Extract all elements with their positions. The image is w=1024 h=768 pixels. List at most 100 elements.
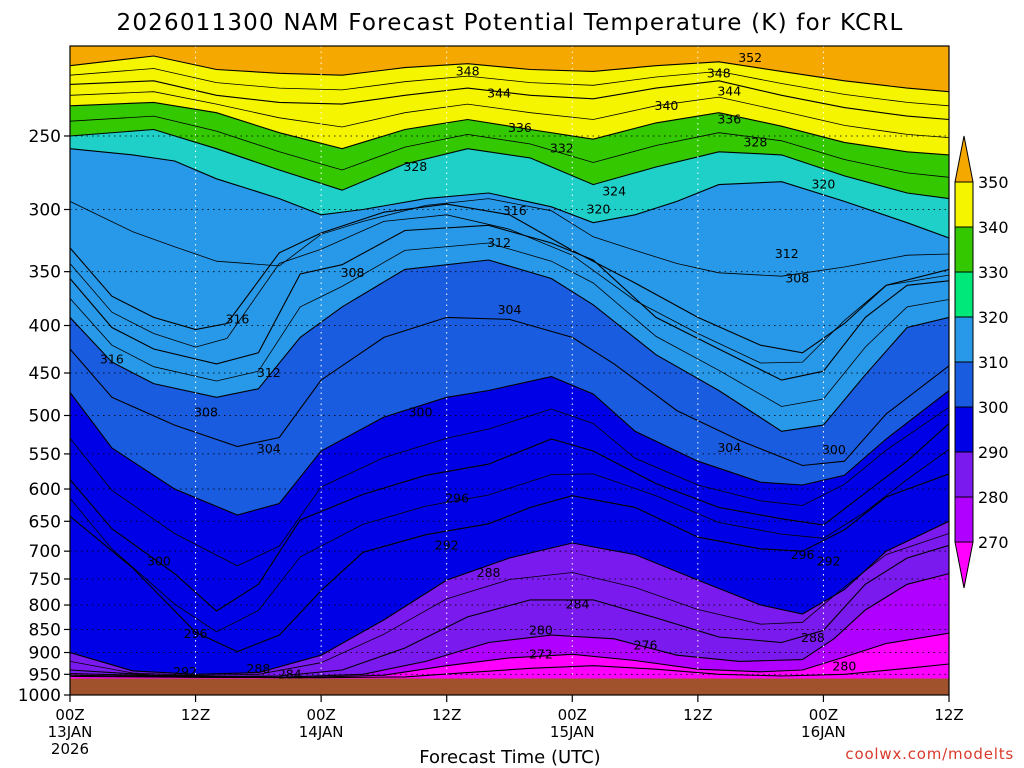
x-tick-label: 00Z [55, 706, 84, 724]
contour-label-284: 284 [566, 597, 590, 612]
contour-label-352: 352 [738, 50, 762, 65]
colorbar-label: 280 [978, 488, 1009, 507]
contour-label-312: 312 [775, 246, 799, 261]
contour-label-280: 280 [832, 659, 856, 674]
isentrope-minor [70, 198, 949, 277]
isentrope-300 [70, 376, 949, 516]
contour-label-312: 312 [487, 235, 511, 250]
isentrope-308 [70, 259, 949, 432]
y-tick-label: 300 [29, 201, 61, 221]
contour-label-296: 296 [791, 547, 815, 562]
y-tick-label: 800 [29, 596, 61, 616]
colorbar-segment [954, 271, 974, 318]
y-tick-label: 1000 [18, 686, 61, 706]
credit-text: coolwx.com/modelts [845, 745, 1014, 763]
contour-label-312: 312 [257, 365, 281, 380]
isentrope-minor [70, 214, 949, 364]
isentrope-304 [70, 316, 949, 467]
x-tick-date: 14JAN [299, 723, 344, 741]
isentrope-minor [70, 449, 949, 633]
isentrope-280 [70, 573, 949, 678]
x-tick-date: 13JAN [48, 723, 93, 741]
contour-labels: 352 348 348 344 344 340 336 336 332 328 328 324 320 3… [100, 50, 856, 682]
contour-label-316: 316 [225, 311, 249, 326]
colorbar-label: 290 [978, 443, 1009, 462]
colorbar-segment [954, 496, 974, 543]
x-tick-label: 00Z [306, 706, 335, 724]
contour-label-304: 304 [257, 441, 281, 456]
isentrope-296 [70, 423, 949, 612]
x-tick-label: 00Z [809, 706, 838, 724]
contour-label-316: 316 [100, 351, 124, 366]
y-tick-label: 900 [29, 644, 61, 664]
colorbar-segment [954, 406, 974, 453]
colorbar-label: 330 [978, 263, 1009, 282]
contour-label-308: 308 [341, 265, 365, 280]
x-tick-label: 12Z [181, 706, 210, 724]
contour-label-284: 284 [278, 667, 302, 682]
contour-label-308: 308 [194, 404, 218, 419]
colorbar-label: 340 [978, 218, 1009, 237]
isentrope-348 [70, 55, 949, 93]
y-tick-label: 950 [29, 665, 61, 685]
x-tick-label: 12Z [934, 706, 963, 724]
colorbar-label: 270 [978, 533, 1009, 552]
x-tick-label: 00Z [558, 706, 587, 724]
isentrope-328 [70, 128, 949, 200]
contour-label-296: 296 [184, 626, 208, 641]
colorbar-segment [954, 451, 974, 498]
contour-label-328: 328 [403, 159, 427, 174]
band-below-280 [70, 573, 949, 695]
contour-label-344: 344 [487, 85, 511, 100]
colorbar-label: 300 [978, 398, 1009, 417]
contour-label-340: 340 [655, 98, 679, 113]
contour-label-316: 316 [503, 203, 527, 218]
contour-label-276: 276 [634, 638, 658, 653]
colorbar-segment [954, 181, 974, 228]
y-tick-label: 450 [29, 364, 61, 384]
contour-label-300: 300 [147, 553, 171, 568]
y-tick-label: 250 [29, 127, 61, 147]
contour-label-292: 292 [817, 553, 841, 568]
isentrope-minor [70, 91, 949, 138]
contour-label-328: 328 [743, 134, 767, 149]
y-tick-label: 400 [29, 317, 61, 337]
y-tick-label: 700 [29, 542, 61, 562]
contour-label-344: 344 [717, 84, 741, 99]
contour-label-300: 300 [409, 404, 433, 419]
contour-label-304: 304 [498, 302, 522, 317]
colorbar-segment [954, 226, 974, 273]
contour-label-324: 324 [602, 184, 626, 199]
isentrope-minor [70, 242, 949, 407]
contour-label-320: 320 [587, 202, 611, 217]
contour-label-292: 292 [173, 664, 197, 679]
isentrope-336 [70, 101, 949, 156]
ground-surface [70, 678, 949, 695]
x-tick-date: 16JAN [801, 723, 846, 741]
contour-label-336: 336 [717, 112, 741, 127]
isentrope-minor [70, 406, 949, 567]
plot-frame [69, 45, 950, 696]
x-tick-label: 12Z [432, 706, 461, 724]
x-tick-date: 15JAN [550, 723, 595, 741]
band-below-284 [70, 545, 949, 695]
isentrope-272 [70, 663, 949, 679]
y-tick-label: 350 [29, 263, 61, 283]
colorbar-label: 310 [978, 353, 1009, 372]
contour-label-280: 280 [529, 622, 553, 637]
colorbar: 350 340 330 320 310 300 290 280 270 [954, 135, 1009, 589]
y-tick-label: 600 [29, 480, 61, 500]
contour-label-288: 288 [246, 661, 270, 676]
contour-label-272: 272 [529, 646, 553, 661]
isentrope-344 [70, 80, 949, 121]
contour-label-348: 348 [456, 63, 480, 78]
colorbar-label: 320 [978, 308, 1009, 327]
x-tick-label: 12Z [683, 706, 712, 724]
y-tick-label: 750 [29, 570, 61, 590]
y-tick-label: 550 [29, 445, 61, 465]
contour-label-288: 288 [477, 565, 501, 580]
isentrope-292 [70, 473, 949, 653]
contour-label-332: 332 [550, 141, 574, 156]
